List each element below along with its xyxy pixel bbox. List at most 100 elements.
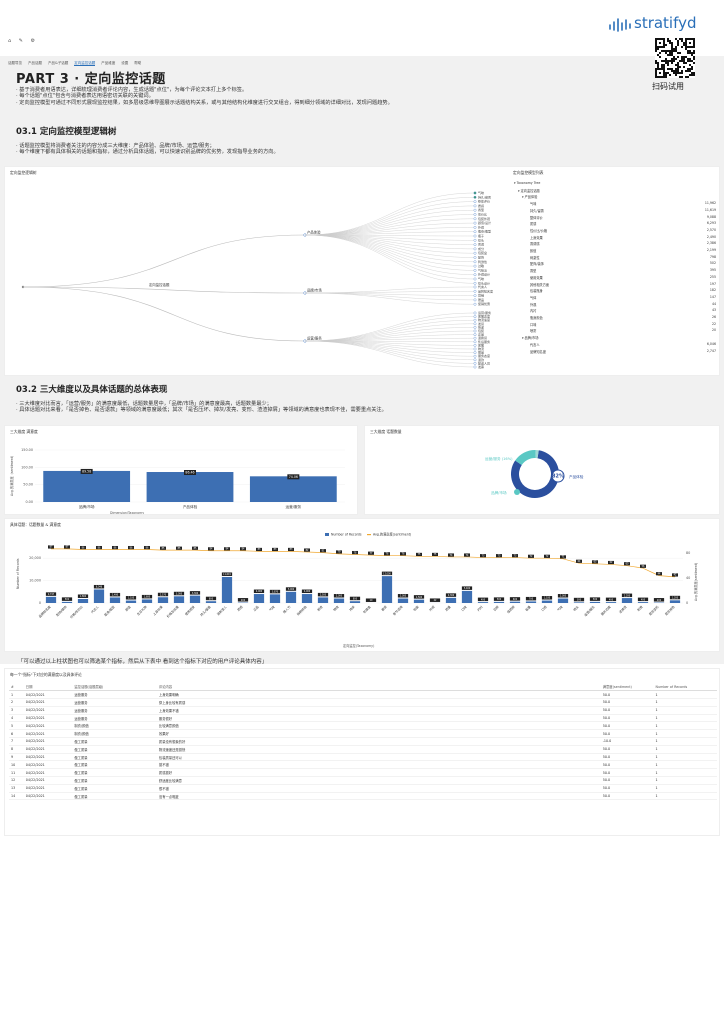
bar[interactable] (541, 600, 553, 603)
taxonomy-item[interactable]: 口味 (530, 322, 537, 327)
taxonomy-item[interactable]: 性价比/价格 (530, 228, 548, 233)
bar[interactable] (621, 598, 633, 603)
bar[interactable] (109, 597, 121, 603)
taxonomy-item[interactable]: 瓶身颜色 (530, 316, 543, 320)
taxonomy-item[interactable]: 刺激性 (530, 255, 540, 260)
taxonomy-item[interactable]: 颜值 (530, 249, 537, 253)
bar[interactable] (557, 598, 569, 603)
table-row[interactable]: 5 04/22/2021 制衣/颜值 比较满意颜值 50.0 1 (9, 721, 717, 731)
table-row[interactable]: 3 04/22/2021 运营服务 上身效果不错 50.0 1 (9, 706, 717, 715)
bar[interactable] (317, 597, 329, 603)
table-row[interactable]: 13 04/22/2021 做工质量 很不错 50.0 1 (9, 784, 717, 793)
table-row[interactable]: 7 04/22/2021 做工质量 质量没有想象的好 -10.0 1 (9, 737, 717, 746)
table-row[interactable]: 11 04/22/2021 做工质量 质感挺好 50.0 1 (9, 768, 717, 778)
bar[interactable] (146, 472, 234, 502)
tab-5[interactable]: 设置 (121, 61, 129, 65)
bar[interactable] (45, 596, 57, 603)
table-row[interactable]: 14 04/22/2021 做工质量 没有一点瑕疵 50.0 1 (9, 792, 717, 801)
taxonomy-item[interactable]: 香型 (530, 269, 537, 274)
taxonomy-item[interactable]: 气体 (530, 295, 537, 300)
taxonomy-group[interactable]: ▾ 产品体验 (522, 195, 538, 200)
tab-3[interactable]: 定向监控话题 (74, 61, 96, 66)
bar[interactable] (573, 602, 585, 603)
bar[interactable] (525, 601, 537, 603)
table-row[interactable]: 9 04/22/2021 做工质量 包装质量还可以 50.0 1 (9, 753, 717, 762)
y-axis-label-right: Avg.的满意度(sentiment) (693, 563, 698, 601)
bar[interactable] (205, 601, 217, 603)
bar[interactable] (397, 598, 409, 603)
taxonomy-item[interactable]: 整体评价 (530, 215, 543, 220)
column-header[interactable]: 日期 (23, 683, 73, 692)
taxonomy-item[interactable]: 包装瓶身 (530, 289, 543, 294)
bar[interactable] (445, 597, 457, 603)
bar[interactable] (77, 598, 89, 603)
table-row[interactable]: 8 04/22/2021 做工质量 物流速度还是挺快 50.0 1 (9, 745, 717, 754)
taxonomy-item[interactable]: 气味 (530, 202, 537, 207)
taxonomy-group[interactable]: ▾ 品牌/市场 (522, 336, 539, 341)
donut-slice[interactable] (535, 450, 539, 459)
table-row[interactable]: 10 04/22/2021 做工质量 挺不错 50.0 1 (9, 760, 717, 770)
bar[interactable] (43, 470, 131, 502)
column-header[interactable]: # (9, 683, 24, 692)
tab-0[interactable]: 话题导览 (8, 61, 22, 65)
bar[interactable] (93, 589, 105, 603)
taxonomy-item[interactable]: 外观 (530, 302, 537, 307)
bar[interactable] (61, 601, 73, 603)
taxonomy-item[interactable]: 内衬 (530, 309, 537, 314)
bar[interactable] (141, 599, 153, 603)
taxonomy-item[interactable]: 持久/留香 (530, 208, 544, 213)
taxonomy-item[interactable]: 喷雾 (530, 329, 537, 334)
donut-slice[interactable] (511, 450, 559, 498)
column-header[interactable]: Number of Records (653, 683, 717, 692)
table-row[interactable]: 2 04/22/2021 运营服务 穿上身比较有质感 50.0 1 (9, 698, 717, 707)
tab-4[interactable]: 产品维度 (101, 61, 116, 65)
gear-icon[interactable]: ⚙ (30, 38, 36, 44)
bar[interactable] (477, 602, 489, 603)
bar[interactable] (605, 602, 617, 603)
tab-1[interactable]: 产品话题 (28, 61, 42, 65)
taxonomy-item[interactable]: 上身效果 (530, 235, 543, 240)
table-row[interactable]: 6 04/22/2021 制衣/颜值 效果好 50.0 1 (9, 729, 717, 739)
bar[interactable] (333, 598, 345, 603)
taxonomy-item[interactable]: 其他相关方面 (530, 282, 550, 287)
bar[interactable] (637, 602, 649, 603)
tab-2[interactable]: 产品&子话题 (48, 61, 69, 65)
bar[interactable] (157, 597, 169, 603)
home-icon[interactable]: ⌂ (8, 38, 12, 44)
table-row[interactable]: 12 04/22/2021 做工质量 舒适度比较满意 50.0 1 (9, 776, 717, 785)
taxonomy-item[interactable]: 代言人 (530, 342, 540, 347)
bar[interactable] (269, 594, 281, 603)
bar[interactable] (253, 594, 265, 603)
taxonomy-item[interactable]: 质感 (530, 222, 537, 227)
column-header[interactable]: 满意度(sentiment) (600, 683, 654, 692)
taxonomy-item[interactable]: 品牌知名度 (530, 349, 546, 354)
bar[interactable] (173, 596, 185, 603)
bar[interactable] (221, 576, 233, 603)
bar[interactable] (349, 601, 361, 603)
bar[interactable] (493, 601, 505, 603)
taxonomy-item[interactable]: 香调感 (530, 242, 540, 247)
bar[interactable] (189, 595, 201, 603)
bar[interactable] (669, 600, 681, 603)
column-header[interactable]: 监控话题(话题层级) (72, 683, 157, 692)
bar[interactable] (461, 590, 473, 603)
table-row[interactable]: 1 04/22/2021 运营服务 上身效果明确 50.0 1 (9, 690, 717, 700)
table-row[interactable]: 4 04/22/2021 运营服务 服务很好 50.0 1 (9, 714, 717, 723)
taxonomy-item[interactable]: 配饰/装饰 (530, 262, 544, 267)
bar[interactable] (413, 599, 425, 603)
bar[interactable] (285, 591, 297, 603)
column-header[interactable]: 评论内容 (156, 683, 601, 692)
donut-slice[interactable] (515, 450, 536, 466)
bar[interactable] (381, 576, 393, 603)
bar[interactable] (125, 600, 137, 603)
taxonomy-header[interactable]: ▾ Taxonomy Tree (514, 181, 541, 185)
bar[interactable] (301, 594, 313, 603)
bar[interactable] (509, 601, 521, 603)
tab-6[interactable]: 帮助 (134, 61, 142, 65)
slice-label: 品牌/市场 (491, 490, 507, 495)
taxonomy-item[interactable]: 使用效果 (530, 275, 543, 280)
taxonomy-root[interactable]: ▾ 定向监控话题 (518, 188, 540, 193)
bar[interactable] (589, 601, 601, 603)
pencil-icon[interactable]: ✎ (18, 38, 23, 44)
bar[interactable] (249, 476, 337, 502)
